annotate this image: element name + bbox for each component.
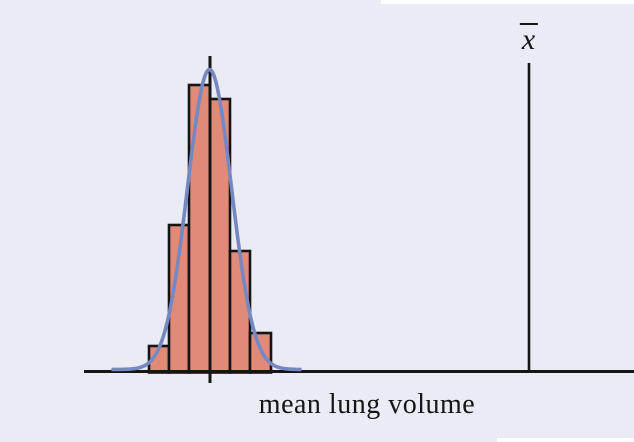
sample-mean-label: x — [519, 23, 539, 57]
x-axis-label: mean lung volume — [258, 389, 476, 420]
top-edge-artifact — [381, 0, 634, 4]
x-bar-symbol: x — [519, 23, 539, 55]
bottom-edge-artifact — [497, 438, 634, 442]
histogram-bar — [228, 249, 252, 374]
normal-curve — [111, 67, 302, 372]
histogram-bar — [187, 83, 212, 374]
